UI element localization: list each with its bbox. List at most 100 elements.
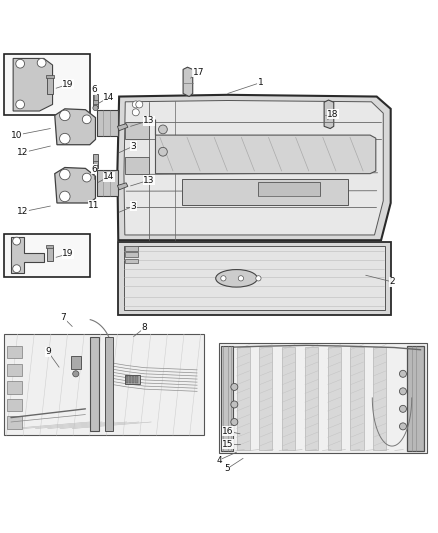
Text: 14: 14	[103, 93, 114, 102]
Bar	[90, 336, 99, 431]
Text: 13: 13	[143, 176, 155, 185]
Bar	[46, 245, 53, 248]
Circle shape	[231, 401, 238, 408]
Circle shape	[399, 405, 406, 413]
Bar	[46, 75, 54, 78]
Polygon shape	[155, 120, 376, 174]
Circle shape	[13, 265, 21, 273]
Bar	[4, 54, 90, 115]
Polygon shape	[117, 124, 128, 131]
Bar	[125, 259, 138, 263]
Circle shape	[231, 418, 238, 425]
Text: 6: 6	[91, 165, 97, 174]
Polygon shape	[97, 110, 118, 136]
Circle shape	[399, 388, 406, 395]
Text: 12: 12	[17, 207, 28, 216]
Bar	[71, 356, 81, 369]
Bar	[221, 346, 233, 451]
Bar	[7, 381, 22, 393]
Text: 11: 11	[88, 201, 100, 209]
Polygon shape	[183, 67, 193, 96]
Bar	[7, 416, 22, 429]
Text: 1: 1	[258, 78, 264, 87]
Bar	[4, 233, 90, 278]
Bar	[125, 253, 138, 257]
Text: 5: 5	[224, 464, 230, 473]
Circle shape	[93, 165, 98, 170]
Text: 16: 16	[222, 427, 233, 435]
Circle shape	[399, 370, 406, 377]
Text: 3: 3	[131, 142, 137, 150]
Polygon shape	[324, 100, 334, 128]
Circle shape	[159, 147, 167, 156]
Bar	[182, 179, 348, 205]
Polygon shape	[55, 167, 95, 203]
Polygon shape	[259, 347, 272, 449]
Bar	[105, 336, 113, 431]
Bar	[129, 376, 131, 383]
Text: 13: 13	[143, 116, 155, 125]
Text: 14: 14	[103, 172, 114, 181]
Text: 2: 2	[389, 277, 395, 286]
Bar	[125, 246, 138, 251]
Polygon shape	[97, 170, 118, 197]
Bar	[219, 343, 427, 453]
Text: 12: 12	[17, 148, 28, 157]
Circle shape	[399, 423, 406, 430]
Circle shape	[136, 101, 143, 108]
Bar	[93, 155, 98, 167]
Bar	[258, 182, 320, 196]
Polygon shape	[124, 246, 385, 310]
Text: 3: 3	[131, 201, 137, 211]
Polygon shape	[11, 237, 44, 273]
Circle shape	[221, 276, 226, 281]
Polygon shape	[373, 347, 386, 449]
Polygon shape	[118, 242, 391, 314]
Text: 17: 17	[193, 68, 204, 77]
Circle shape	[13, 237, 21, 245]
Text: 6: 6	[91, 85, 97, 94]
Bar	[93, 94, 98, 108]
Text: 10: 10	[11, 131, 22, 140]
Bar	[125, 157, 149, 174]
Circle shape	[60, 133, 70, 144]
Polygon shape	[55, 109, 95, 145]
Polygon shape	[13, 59, 53, 111]
Bar	[132, 376, 134, 383]
Ellipse shape	[215, 270, 257, 287]
Polygon shape	[328, 347, 341, 449]
Bar	[47, 77, 53, 94]
Polygon shape	[305, 347, 318, 449]
Polygon shape	[237, 347, 250, 449]
Circle shape	[60, 169, 70, 180]
Circle shape	[82, 115, 91, 124]
Bar	[125, 375, 140, 384]
Text: 19: 19	[62, 80, 74, 89]
Circle shape	[73, 371, 79, 377]
Circle shape	[256, 276, 261, 281]
Text: 4: 4	[216, 456, 222, 465]
Circle shape	[231, 383, 238, 391]
Circle shape	[37, 59, 46, 67]
Polygon shape	[124, 101, 383, 235]
Bar	[407, 346, 424, 451]
Circle shape	[60, 110, 70, 120]
Text: 18: 18	[327, 110, 339, 118]
Bar	[4, 334, 204, 435]
Polygon shape	[117, 95, 391, 240]
Circle shape	[238, 276, 244, 281]
Bar	[93, 100, 98, 104]
Circle shape	[159, 125, 167, 134]
Bar	[7, 346, 22, 359]
Text: 8: 8	[141, 324, 148, 332]
Polygon shape	[117, 183, 128, 190]
Polygon shape	[350, 347, 364, 449]
Bar	[93, 160, 98, 165]
Bar	[7, 364, 22, 376]
Bar	[125, 122, 149, 139]
Bar	[47, 247, 53, 261]
Circle shape	[132, 101, 139, 108]
Circle shape	[132, 109, 139, 116]
Bar	[7, 399, 22, 411]
Circle shape	[60, 191, 70, 201]
